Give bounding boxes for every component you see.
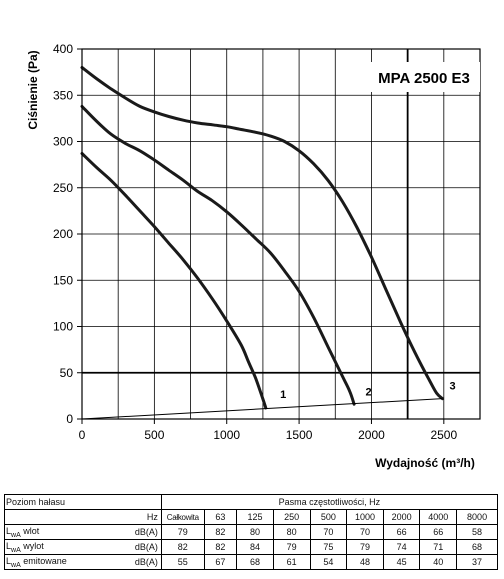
noise-level-table: Poziom hałasu Pasma częstotliwości, Hz H… [4, 494, 499, 570]
table-cell: 79 [272, 539, 311, 555]
y-tick-label: 50 [60, 366, 74, 380]
tick-labels: 0 50 100 150 200 250 300 350 400 0 500 1000 1500 2000… [53, 42, 458, 442]
fan-curve-1 [80, 152, 268, 410]
table-cell: 70 [346, 524, 384, 540]
fan-performance-chart: 0 50 100 150 200 250 300 350 400 0 500 1000 1500 2000… [26, 42, 481, 470]
y-tick-label: 0 [66, 412, 73, 426]
y-tick-label: 250 [53, 181, 73, 195]
y-tick-label: 100 [53, 320, 73, 334]
x-axis-title: Wydajność (m³/h) [375, 456, 475, 470]
table-cell: 82 [160, 539, 205, 555]
curve-labels: 1 2 3 [280, 381, 455, 401]
system-line [81, 398, 443, 420]
table-cell: 80 [236, 524, 274, 540]
x-tick-label: 2000 [358, 428, 385, 442]
table-cell: 82 [203, 524, 238, 540]
row-label: LwA wylot [4, 539, 112, 555]
band-2000: 2000 [382, 509, 421, 525]
fan-curve-2 [80, 104, 356, 406]
fan-curve-3 [80, 66, 444, 401]
reference-lines [82, 49, 480, 419]
table-cell: 66 [419, 524, 458, 540]
band-500: 500 [309, 509, 348, 525]
fan-curves [80, 66, 444, 420]
row-unit: dB(A) [111, 539, 162, 555]
band-250: 250 [272, 509, 311, 525]
table-cell: 61 [272, 554, 311, 570]
band-63: 63 [203, 509, 238, 525]
table-cell: 37 [456, 554, 498, 570]
y-tick-label: 200 [53, 227, 73, 241]
table-cell: 48 [346, 554, 384, 570]
y-axis-title: Ciśnienie (Pa) [26, 50, 40, 129]
band-4000: 4000 [419, 509, 458, 525]
header-frequency-bands: Pasma częstotliwości, Hz [160, 494, 499, 510]
band-8000: 8000 [456, 509, 498, 525]
table-cell: 79 [160, 524, 205, 540]
y-tick-label: 150 [53, 273, 73, 287]
curve-label-1: 1 [280, 389, 286, 401]
band-1000: 1000 [346, 509, 384, 525]
table-cell: 82 [203, 539, 238, 555]
table-header-row: Poziom hałasu Pasma częstotliwości, Hz [4, 494, 499, 510]
y-tick-label: 350 [53, 88, 73, 102]
units-blank [4, 509, 112, 525]
row-label: LwA wlot [4, 524, 112, 540]
table-cell: 45 [382, 554, 421, 570]
table-row: LwA emitowane dB(A) 55 67 68 61 54 48 45… [4, 554, 498, 570]
header-noise-level: Poziom hałasu [4, 494, 162, 510]
band-125: 125 [236, 509, 274, 525]
table-cell: 84 [236, 539, 274, 555]
table-row: LwA wylot dB(A) 82 82 84 79 75 79 74 71 … [4, 539, 498, 555]
table-cell: 66 [382, 524, 421, 540]
row-unit: dB(A) [111, 554, 162, 570]
model-label-box [368, 62, 480, 92]
table-cell: 68 [456, 539, 498, 555]
table-cell: 75 [309, 539, 348, 555]
table-cell: 40 [419, 554, 458, 570]
x-tick-label: 500 [144, 428, 164, 442]
x-tick-label: 2500 [430, 428, 457, 442]
table-cell: 71 [419, 539, 458, 555]
x-tick-label: 1500 [286, 428, 313, 442]
table-row: LwA wlot dB(A) 79 82 80 80 70 70 66 66 5… [4, 524, 498, 540]
band-total: Całkowita [160, 509, 205, 525]
table-units-row: Hz Całkowita 63 125 250 500 1000 2000 40… [4, 509, 498, 525]
chart-axes [77, 48, 481, 424]
table-cell: 58 [456, 524, 498, 540]
table-cell: 67 [203, 554, 238, 570]
curve-label-2: 2 [365, 386, 371, 398]
x-tick-label: 0 [79, 428, 86, 442]
units-hz: Hz [111, 509, 162, 525]
model-label: MPA 2500 E3 [378, 70, 470, 87]
table-cell: 74 [382, 539, 421, 555]
table-cell: 79 [346, 539, 384, 555]
y-tick-label: 300 [53, 135, 73, 149]
table-cell: 54 [309, 554, 348, 570]
curve-label-3: 3 [449, 381, 455, 393]
row-label: LwA emitowane [4, 554, 112, 570]
table-cell: 80 [272, 524, 311, 540]
row-unit: dB(A) [111, 524, 162, 540]
table-cell: 70 [309, 524, 348, 540]
y-tick-label: 400 [53, 42, 73, 56]
x-tick-label: 1000 [213, 428, 240, 442]
table-cell: 68 [236, 554, 274, 570]
table-cell: 55 [160, 554, 205, 570]
